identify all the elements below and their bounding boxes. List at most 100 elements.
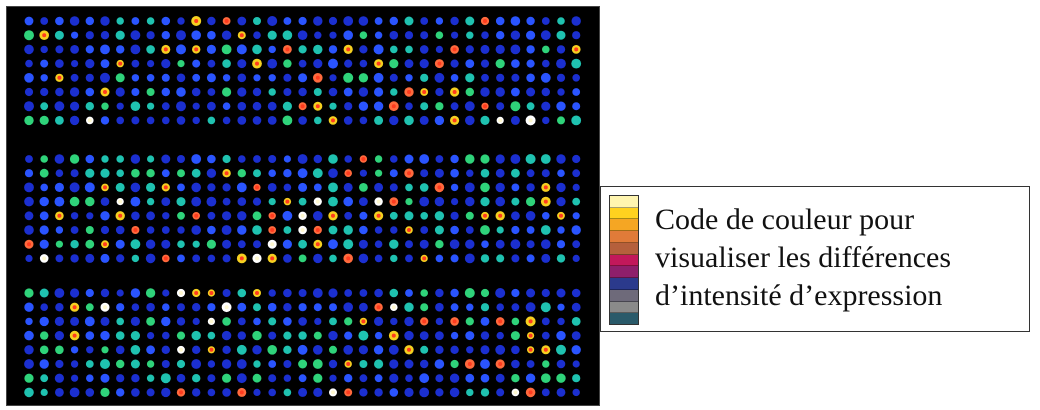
array-spot	[283, 59, 292, 68]
array-spot	[328, 182, 338, 193]
array-spot	[70, 73, 79, 82]
array-spot	[343, 87, 353, 97]
array-spot-core	[209, 347, 214, 352]
array-spot	[526, 30, 536, 40]
array-spot	[236, 44, 247, 55]
array-spot	[39, 211, 49, 221]
array-spot-core	[543, 185, 548, 190]
array-spot	[192, 317, 200, 325]
array-spot	[115, 30, 125, 40]
array-spot	[540, 154, 551, 164]
array-spot	[100, 330, 110, 341]
scale-swatch	[610, 313, 638, 325]
array-spot-core	[407, 90, 411, 94]
array-spot	[420, 212, 429, 220]
array-spot	[404, 59, 414, 68]
array-spot	[496, 254, 505, 263]
array-spot	[557, 169, 565, 177]
array-spot	[404, 330, 414, 341]
array-spot	[542, 360, 550, 368]
legend-line-1: Code de couleur pour	[655, 203, 915, 236]
array-spot	[329, 74, 337, 82]
array-spot	[343, 116, 353, 125]
array-spot	[131, 254, 140, 263]
array-spot	[465, 154, 475, 164]
array-spot	[389, 169, 398, 178]
array-spot	[85, 102, 95, 111]
array-spot-core	[574, 47, 579, 52]
array-spot-core	[42, 33, 47, 38]
array-spot	[526, 16, 535, 26]
array-spot	[556, 373, 566, 383]
array-spot	[54, 316, 64, 326]
array-spot	[71, 31, 79, 39]
scale-swatch	[610, 278, 638, 290]
array-spot-core	[270, 213, 275, 218]
array-spot	[161, 73, 170, 82]
array-spot	[298, 182, 308, 192]
array-spot	[177, 226, 185, 234]
array-spot	[147, 102, 155, 110]
array-spot-core	[315, 104, 320, 109]
array-spot	[526, 73, 535, 83]
array-spot	[572, 197, 581, 206]
array-spot-core	[543, 347, 548, 352]
array-spot	[267, 302, 277, 312]
array-spot	[146, 182, 156, 192]
array-spot	[510, 154, 521, 164]
array-spot	[495, 288, 506, 298]
array-spot-core	[452, 319, 457, 324]
array-spot	[177, 183, 185, 192]
array-spot	[419, 115, 429, 125]
color-scale-bar	[609, 195, 639, 325]
array-spot	[313, 387, 323, 397]
array-spot	[221, 44, 232, 55]
array-spot	[404, 302, 414, 312]
array-spot	[146, 31, 155, 40]
array-spot	[542, 45, 550, 54]
array-spot	[252, 330, 262, 341]
array-spot	[405, 183, 413, 192]
array-spot	[237, 169, 246, 178]
scale-swatch	[610, 207, 638, 220]
array-spot	[450, 288, 459, 298]
array-spot	[177, 303, 185, 312]
array-spot-core	[528, 319, 533, 324]
array-spot	[571, 225, 581, 235]
array-spot	[100, 197, 110, 206]
array-spot	[116, 254, 125, 263]
array-spot	[191, 30, 201, 40]
array-spot	[344, 102, 353, 111]
array-spot	[131, 116, 140, 125]
array-spot	[24, 302, 34, 312]
array-spot	[572, 169, 581, 178]
array-spot-core	[194, 291, 199, 295]
array-spot	[435, 317, 444, 326]
array-spot	[70, 360, 79, 368]
array-spot	[130, 316, 140, 326]
array-spot-core	[559, 213, 563, 218]
array-spot	[236, 359, 247, 369]
array-spot	[130, 182, 141, 193]
array-spot	[282, 30, 293, 40]
array-spot	[496, 303, 505, 312]
array-spot	[101, 155, 109, 163]
array-spot	[465, 73, 475, 83]
array-spot	[374, 240, 383, 248]
array-spot	[24, 225, 34, 235]
array-spot	[465, 317, 474, 326]
array-spot	[24, 73, 34, 83]
array-spot	[85, 303, 94, 312]
array-spot	[177, 211, 185, 220]
array-spot	[313, 183, 322, 192]
array-spot	[466, 388, 474, 397]
array-spot	[85, 31, 94, 40]
array-spot-core	[483, 104, 487, 109]
array-spot	[54, 101, 65, 112]
array-spot	[191, 196, 202, 207]
array-spot	[526, 59, 535, 68]
array-spot	[283, 374, 292, 382]
array-spot	[85, 253, 95, 263]
array-spot	[100, 16, 110, 26]
array-spot	[282, 115, 293, 126]
